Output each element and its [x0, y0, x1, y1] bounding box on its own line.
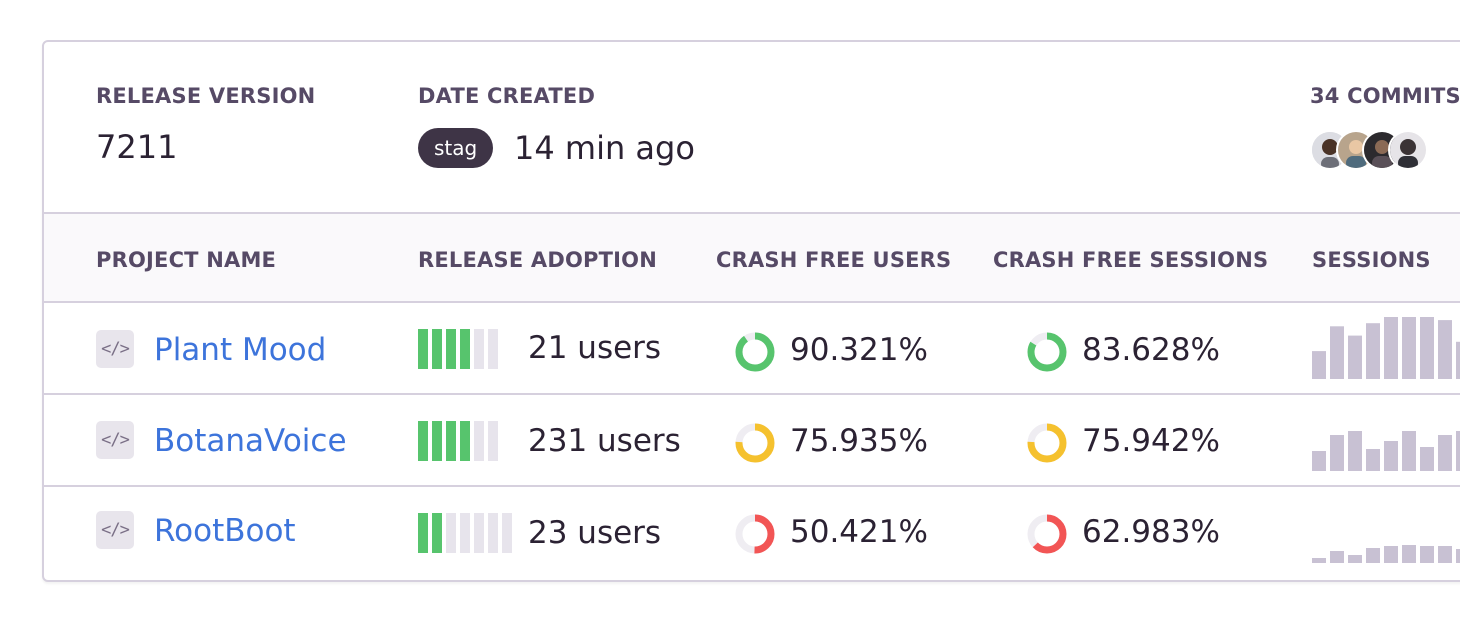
sparkline-bar [1402, 545, 1416, 563]
sparkline-bar [1384, 546, 1398, 563]
project-row: </> BotanaVoice 231 users 75.935% 75.942… [44, 395, 1460, 487]
adoption-bar [418, 513, 512, 553]
adoption-users[interactable]: 23 users [528, 515, 662, 551]
adoption-segment [418, 329, 428, 369]
adoption-segment [474, 329, 484, 369]
sparkline-bar [1348, 555, 1362, 563]
sessions-sparkline[interactable] [1312, 543, 1460, 563]
project-link[interactable]: BotanaVoice [154, 423, 347, 459]
sparkline-bar [1366, 548, 1380, 563]
crash-free-sessions-value: 83.628% [1082, 332, 1220, 368]
sparkline-bar [1348, 431, 1362, 471]
donut-arc [735, 423, 775, 463]
sparkline-bar [1420, 546, 1434, 563]
adoption-segment [446, 421, 456, 461]
column-release-adoption: RELEASE ADOPTION [418, 248, 657, 272]
adoption-segment [488, 421, 498, 461]
donut-arc [1027, 514, 1067, 554]
adoption-segment [460, 329, 470, 369]
code-icon: </> [96, 330, 134, 368]
date-created-value: 14 min ago [514, 129, 695, 167]
crash-free-sessions-value: 62.983% [1082, 514, 1220, 550]
adoption-segment [432, 421, 442, 461]
donut-arc [1027, 423, 1067, 463]
sparkline-bar [1366, 449, 1380, 471]
commits-count-label[interactable]: 34 COMMITS [1310, 84, 1460, 108]
adoption-segment [446, 329, 456, 369]
sparkline-bar [1312, 351, 1326, 379]
donut-arc [735, 514, 775, 554]
adoption-bar [418, 329, 498, 369]
sparkline-bar [1420, 317, 1434, 379]
release-version-value[interactable]: 7211 [96, 128, 178, 166]
adoption-segment [474, 421, 484, 461]
sparkline-bar [1312, 451, 1326, 471]
sparkline-bar [1456, 431, 1460, 471]
release-version-label: RELEASE VERSION [96, 84, 316, 108]
sparkline-bar [1330, 326, 1344, 379]
adoption-bar [418, 421, 498, 461]
adoption-segment [460, 513, 470, 553]
project-row: </> Plant Mood 21 users 90.321% 83.628% [44, 303, 1460, 395]
adoption-segment [460, 421, 470, 461]
project-table-header: PROJECT NAME RELEASE ADOPTION CRASH FREE… [44, 212, 1460, 303]
sparkline-bar [1348, 335, 1362, 379]
column-project-name: PROJECT NAME [96, 248, 277, 272]
crash-free-sessions-donut [1027, 332, 1067, 372]
adoption-segment [432, 513, 442, 553]
donut-arc [1027, 332, 1067, 372]
sparkline-bar [1402, 317, 1416, 379]
project-row: </> RootBoot 23 users 50.421% 62.983% [44, 487, 1460, 579]
sparkline-bar [1438, 546, 1452, 563]
avatar[interactable] [1388, 130, 1428, 170]
adoption-segment [488, 329, 498, 369]
project-link[interactable]: Plant Mood [154, 332, 327, 368]
sparkline-bar [1456, 549, 1460, 563]
crash-free-users-donut [735, 332, 775, 372]
environment-badge: stag [418, 128, 494, 168]
adoption-segment [502, 513, 512, 553]
sparkline-bar [1438, 320, 1452, 379]
sparkline-bar [1402, 431, 1416, 471]
sessions-sparkline[interactable] [1312, 431, 1460, 471]
crash-free-sessions-value: 75.942% [1082, 423, 1220, 459]
code-icon: </> [96, 421, 134, 459]
sparkline-bar [1366, 323, 1380, 379]
donut-arc [735, 332, 775, 372]
sparkline-bar [1384, 441, 1398, 471]
column-crash-free-sessions: CRASH FREE SESSIONS [993, 248, 1269, 272]
code-icon: </> [96, 511, 134, 549]
sparkline-bar [1312, 558, 1326, 563]
crash-free-users-value: 75.935% [790, 423, 928, 459]
crash-free-sessions-donut [1027, 514, 1067, 554]
column-sessions: SESSIONS [1312, 248, 1431, 272]
adoption-segment [418, 513, 428, 553]
sparkline-bar [1330, 435, 1344, 471]
adoption-users[interactable]: 231 users [528, 423, 681, 459]
sparkline-bar [1456, 341, 1460, 379]
sparkline-bar [1438, 435, 1452, 471]
adoption-segment [488, 513, 498, 553]
crash-free-users-value: 50.421% [790, 514, 928, 550]
sparkline-bar [1330, 551, 1344, 563]
release-card: RELEASE VERSION 7211 DATE CREATED stag 1… [42, 40, 1460, 582]
adoption-segment [446, 513, 456, 553]
adoption-segment [474, 513, 484, 553]
date-created-label: DATE CREATED [418, 84, 596, 108]
crash-free-users-donut [735, 423, 775, 463]
adoption-users[interactable]: 21 users [528, 330, 662, 366]
column-crash-free-users: CRASH FREE USERS [716, 248, 952, 272]
sparkline-bar [1420, 447, 1434, 471]
sessions-sparkline[interactable] [1312, 317, 1460, 379]
adoption-segment [432, 329, 442, 369]
adoption-segment [418, 421, 428, 461]
crash-free-sessions-donut [1027, 423, 1067, 463]
crash-free-users-value: 90.321% [790, 332, 928, 368]
project-link[interactable]: RootBoot [154, 513, 296, 549]
crash-free-users-donut [735, 514, 775, 554]
release-header: RELEASE VERSION 7211 DATE CREATED stag 1… [44, 42, 1460, 212]
sparkline-bar [1384, 317, 1398, 379]
